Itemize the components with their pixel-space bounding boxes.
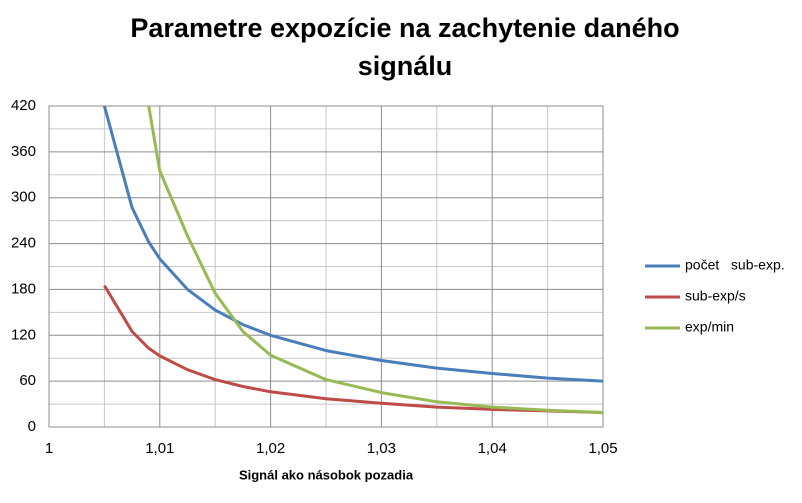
series-line <box>102 105 604 383</box>
x-tick-label: 1,04 <box>478 440 507 457</box>
series-line <box>147 105 604 414</box>
x-tick-label: 1,05 <box>588 440 617 457</box>
y-tick-label: 360 <box>11 143 36 160</box>
x-tick-label: 1,01 <box>145 440 174 457</box>
series-line <box>103 284 604 414</box>
legend-label: exp/min <box>685 319 734 335</box>
x-axis-label: Signál ako násobok pozadia <box>239 467 414 482</box>
x-tick-label: 1,03 <box>367 440 396 457</box>
x-tick-label: 1,02 <box>256 440 285 457</box>
plot-border <box>48 105 604 428</box>
y-tick-label: 300 <box>11 189 36 206</box>
legend-label: sub-exp/s <box>685 288 746 304</box>
y-tick-label: 0 <box>28 418 36 435</box>
y-tick-label: 240 <box>11 235 36 252</box>
chart-title: Parametre expozície na zachytenie daného <box>130 13 679 43</box>
legend-label: počet sub-exp. <box>685 257 785 273</box>
y-tick-label: 180 <box>11 280 36 297</box>
chart-title: signálu <box>358 51 453 81</box>
y-tick-label: 60 <box>19 372 36 389</box>
y-tick-label: 420 <box>11 97 36 114</box>
x-tick-label: 1 <box>45 440 53 457</box>
y-tick-label: 120 <box>11 326 36 343</box>
